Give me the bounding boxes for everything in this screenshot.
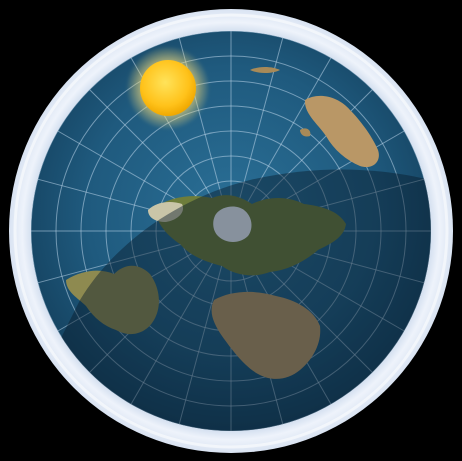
north-pole-ice xyxy=(213,206,252,242)
landmass-africa xyxy=(211,291,321,379)
night-shadow xyxy=(31,169,431,431)
landmass-islands-ne xyxy=(250,67,311,137)
landmass-americas xyxy=(66,265,159,335)
sun xyxy=(126,46,210,130)
landmass-eurasia xyxy=(155,195,346,276)
landmasses xyxy=(66,67,379,379)
landmass-australia xyxy=(304,95,379,168)
landmass-greenland xyxy=(148,202,184,222)
